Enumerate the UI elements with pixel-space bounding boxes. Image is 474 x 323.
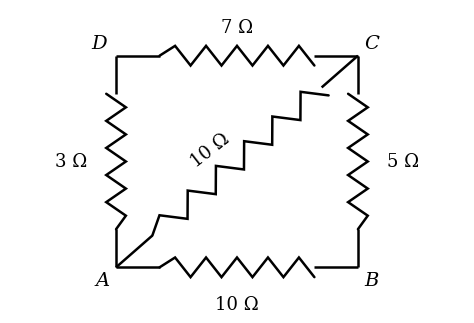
Text: 5 Ω: 5 Ω bbox=[387, 152, 419, 171]
Text: A: A bbox=[95, 272, 109, 290]
Text: C: C bbox=[364, 35, 379, 53]
Text: 10 Ω: 10 Ω bbox=[215, 296, 259, 314]
Text: B: B bbox=[365, 272, 379, 290]
Text: D: D bbox=[91, 35, 107, 53]
Text: 7 Ω: 7 Ω bbox=[221, 19, 253, 37]
Text: 3 Ω: 3 Ω bbox=[55, 152, 87, 171]
Text: 10 Ω: 10 Ω bbox=[188, 130, 233, 171]
